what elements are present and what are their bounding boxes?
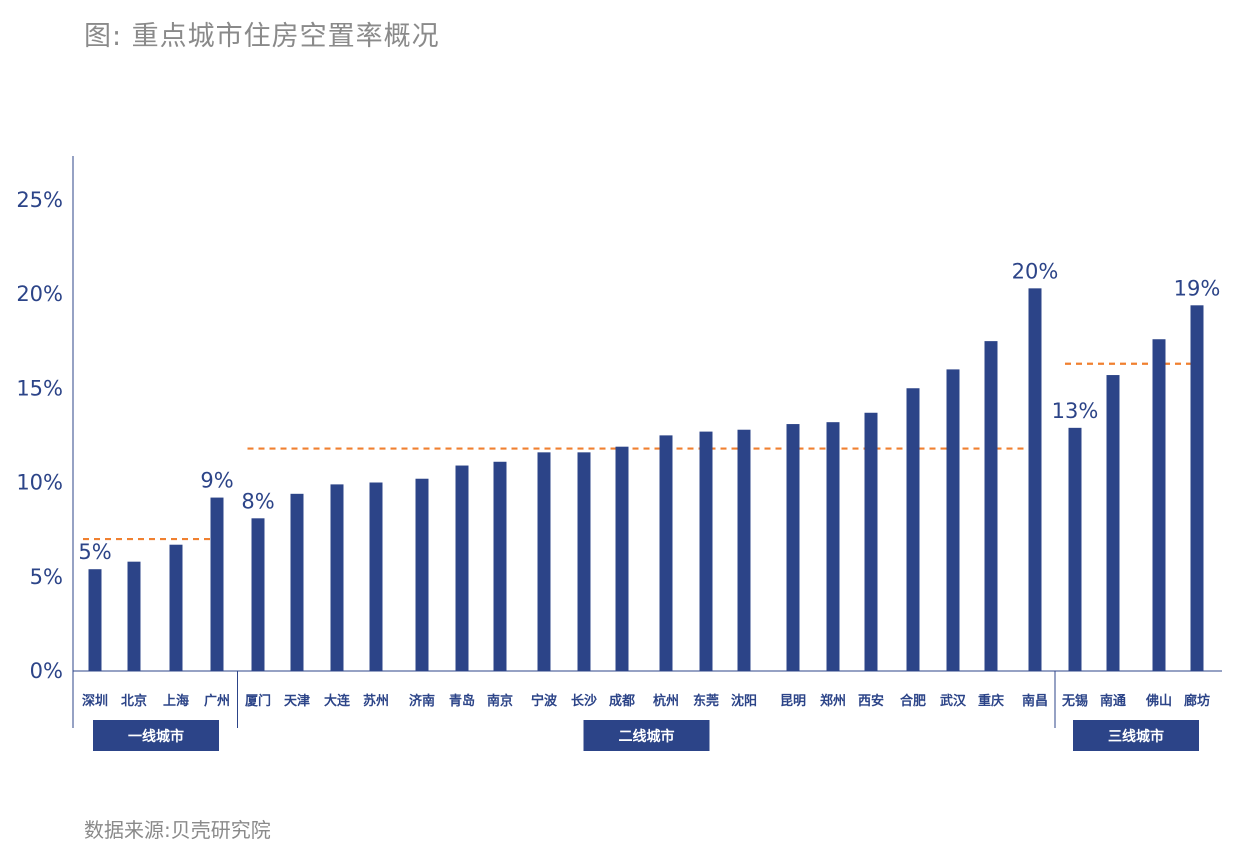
bar [210, 497, 224, 671]
group-label-box [1073, 720, 1199, 751]
x-tick-label: 南昌 [1022, 693, 1048, 709]
bar [1106, 375, 1120, 671]
x-tick-label: 南通 [1100, 693, 1126, 709]
group-label: 三线城市 [1108, 728, 1164, 745]
x-tick-label: 廊坊 [1184, 693, 1210, 709]
group-label: 二线城市 [619, 728, 675, 745]
group-average-lines [83, 362, 1206, 541]
bar [577, 452, 591, 671]
bar [290, 493, 304, 671]
bar [537, 452, 551, 671]
x-tick-label: 深圳 [82, 693, 108, 709]
bar [369, 482, 383, 671]
x-tick-label: 重庆 [978, 693, 1004, 709]
x-tick-label: 郑州 [820, 693, 846, 709]
x-tick-label: 沈阳 [731, 693, 757, 709]
x-tick-label: 武汉 [940, 693, 967, 709]
bar [906, 388, 920, 671]
bar [127, 561, 141, 671]
group-dividers [237, 671, 1056, 728]
x-tick-label: 厦门 [245, 693, 271, 709]
y-tick-label: 15% [16, 376, 63, 400]
x-tick-label: 昆明 [780, 693, 806, 709]
x-tick-label: 杭州 [653, 693, 679, 709]
x-tick-label: 无锡 [1061, 693, 1088, 709]
bar [826, 422, 840, 671]
x-tick-label: 北京 [121, 693, 147, 709]
x-tick-label: 西安 [858, 693, 884, 709]
x-tick-label: 成都 [609, 693, 635, 709]
group-labels: 一线城市 二线城市 三线城市 [93, 720, 1199, 751]
data-label: 13% [1052, 399, 1099, 423]
data-label: 19% [1174, 276, 1221, 300]
x-tick-label: 佛山 [1145, 693, 1172, 709]
x-tick-label: 济南 [409, 693, 435, 709]
data-label: 20% [1012, 259, 1059, 283]
data-label: 8% [241, 489, 274, 513]
bar [169, 544, 183, 671]
group-label: 一线城市 [128, 728, 184, 745]
bar [946, 369, 960, 671]
data-label: 9% [200, 469, 233, 493]
x-axis-labels: 深圳 北京 上海 广州 厦门 天津 大连 苏州 济南 青岛 南京 宁波 长沙 成都 杭州 东莞 沈阳 昆明 郑州 西安… [82, 693, 1210, 709]
y-tick-label: 5% [30, 565, 63, 589]
x-tick-label: 青岛 [449, 693, 475, 709]
bar [1068, 427, 1082, 671]
y-tick-label: 0% [30, 659, 63, 683]
x-tick-label: 合肥 [900, 693, 926, 709]
group-label-box [583, 720, 710, 751]
data-source: 数据来源:贝壳研究院 [84, 818, 271, 842]
bars [88, 288, 1204, 671]
x-tick-label: 天津 [284, 693, 310, 709]
bar [1190, 305, 1204, 671]
bar [415, 478, 429, 671]
chart-title: 图: 重点城市住房空置率概况 [84, 21, 440, 52]
bar [1152, 339, 1166, 671]
bar [251, 518, 265, 671]
data-labels: 5% 9% 8% 20% 13% 19% [78, 259, 1220, 564]
x-tick-label: 长沙 [571, 693, 597, 709]
bar [699, 431, 713, 671]
y-tick-label: 20% [16, 282, 63, 306]
bar [88, 569, 102, 671]
bar [737, 429, 751, 671]
bar [984, 341, 998, 671]
x-tick-label: 南京 [487, 693, 513, 709]
x-tick-label: 宁波 [531, 693, 558, 709]
x-tick-label: 广州 [204, 693, 230, 709]
bar [1028, 288, 1042, 671]
group-label-box [93, 720, 219, 751]
bar [615, 446, 629, 671]
bar [864, 412, 878, 671]
y-tick-label: 25% [16, 188, 63, 212]
bar [330, 484, 344, 671]
bar [455, 465, 469, 671]
data-label: 5% [78, 540, 111, 564]
x-tick-label: 苏州 [363, 693, 389, 709]
bar [493, 461, 507, 671]
x-tick-label: 东莞 [693, 693, 719, 709]
y-axis-ticks: 0% 5% 10% 15% 20% 25% [16, 188, 63, 683]
y-tick-label: 10% [16, 471, 63, 495]
bar [659, 435, 673, 671]
x-tick-label: 大连 [324, 693, 351, 709]
x-tick-label: 上海 [163, 693, 189, 709]
bar [786, 424, 800, 671]
